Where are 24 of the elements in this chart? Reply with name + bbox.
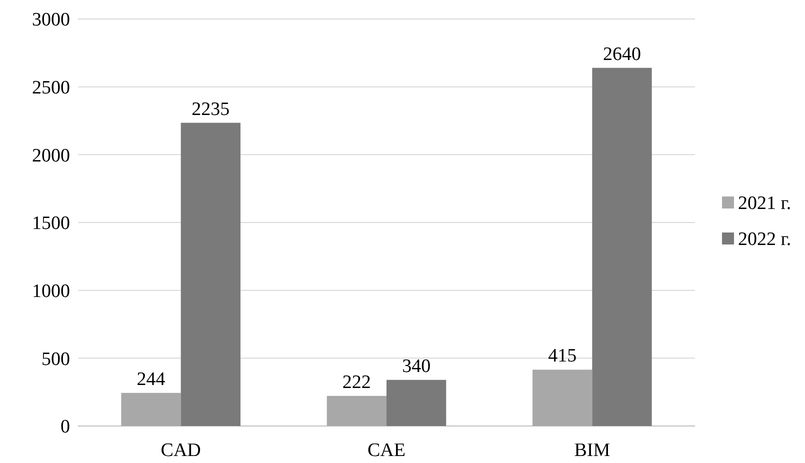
y-tick-label: 1000 [32, 280, 70, 302]
data-label: 222 [342, 372, 371, 393]
data-label: 415 [548, 346, 577, 367]
legend-label: 2021 г. [738, 193, 792, 214]
y-tick-label: 500 [42, 348, 70, 370]
y-tick-label: 2500 [32, 77, 70, 98]
data-label: 340 [402, 356, 431, 377]
y-tick-label: 0 [60, 416, 70, 438]
data-label: 2235 [192, 98, 230, 120]
x-tick-label: BIM [574, 440, 610, 461]
bar [592, 68, 652, 426]
data-label: 244 [136, 368, 166, 390]
x-tick-label: CAE [368, 440, 406, 461]
legend-label: 2022 г. [738, 229, 792, 250]
x-tick-label: CAD [160, 440, 201, 461]
y-tick-label: 1500 [32, 213, 70, 234]
bar [326, 396, 386, 426]
data-label: 2640 [602, 44, 641, 65]
bar [386, 380, 446, 426]
y-tick-label: 3000 [32, 10, 70, 31]
y-tick-label: 2000 [32, 145, 70, 166]
bar [180, 122, 240, 426]
bar [121, 392, 181, 426]
bar [532, 370, 592, 426]
